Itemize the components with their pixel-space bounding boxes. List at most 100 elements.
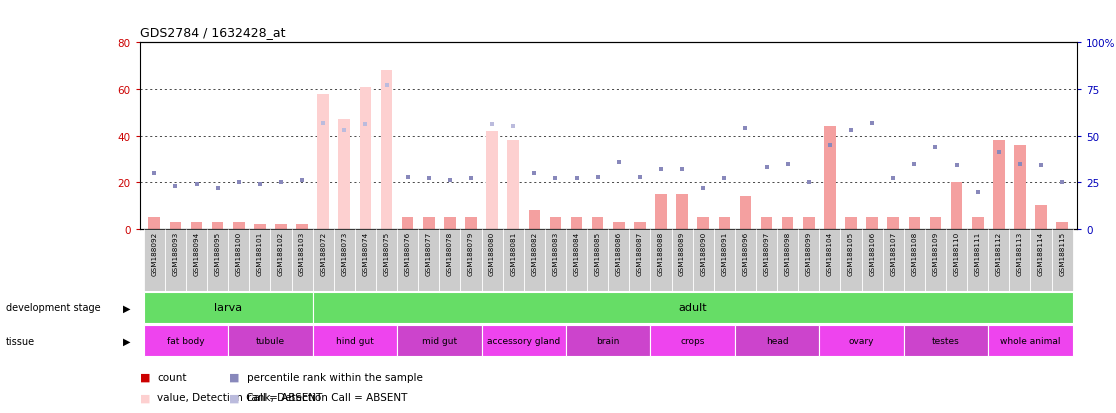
Point xyxy=(737,126,754,132)
Bar xyxy=(481,229,502,291)
Bar xyxy=(608,229,629,291)
Point xyxy=(251,181,269,188)
Bar xyxy=(359,88,372,229)
Bar xyxy=(714,229,735,291)
Text: tissue: tissue xyxy=(6,336,35,346)
Bar xyxy=(228,229,249,291)
Bar xyxy=(1036,206,1047,229)
Bar xyxy=(317,95,329,229)
Bar xyxy=(291,229,312,291)
Text: GSM188107: GSM188107 xyxy=(891,231,896,275)
Bar xyxy=(418,229,440,291)
Text: GSM188096: GSM188096 xyxy=(742,231,749,275)
Point xyxy=(715,176,733,182)
Bar xyxy=(423,218,434,229)
Bar xyxy=(845,218,857,229)
Point xyxy=(947,163,965,169)
Point xyxy=(209,185,227,192)
Bar xyxy=(651,325,735,356)
Text: GSM188074: GSM188074 xyxy=(363,231,368,275)
Bar xyxy=(819,229,840,291)
Text: adult: adult xyxy=(679,303,708,313)
Bar xyxy=(144,229,165,291)
Text: GSM188078: GSM188078 xyxy=(446,231,453,275)
Bar xyxy=(165,229,186,291)
Text: GSM188115: GSM188115 xyxy=(1059,231,1065,275)
Point xyxy=(420,176,437,182)
Text: GSM188085: GSM188085 xyxy=(595,231,600,275)
Text: tubule: tubule xyxy=(256,336,285,345)
Point xyxy=(926,144,944,151)
Bar xyxy=(782,218,793,229)
Point xyxy=(187,181,205,188)
Text: GSM188097: GSM188097 xyxy=(763,231,770,275)
Bar xyxy=(719,218,730,229)
Bar xyxy=(735,325,819,356)
Text: GSM188110: GSM188110 xyxy=(953,231,960,275)
Bar xyxy=(930,218,941,229)
Bar xyxy=(1009,229,1030,291)
Text: ▶: ▶ xyxy=(123,303,131,313)
Bar xyxy=(545,229,566,291)
Point xyxy=(905,161,923,168)
Bar xyxy=(819,325,904,356)
Text: GSM188082: GSM188082 xyxy=(531,231,537,275)
Text: GSM188114: GSM188114 xyxy=(1038,231,1045,275)
Bar xyxy=(270,229,291,291)
Point xyxy=(230,179,248,186)
Bar xyxy=(566,325,651,356)
Bar xyxy=(254,225,266,229)
Bar xyxy=(523,229,545,291)
Text: GSM188101: GSM188101 xyxy=(257,231,263,275)
Bar xyxy=(440,229,461,291)
Bar xyxy=(312,325,397,356)
Text: GSM188077: GSM188077 xyxy=(426,231,432,275)
Text: GSM188111: GSM188111 xyxy=(974,231,981,275)
Text: ■: ■ xyxy=(140,372,150,382)
Point xyxy=(843,127,860,134)
Bar xyxy=(676,195,687,229)
Point xyxy=(609,159,627,166)
Text: GDS2784 / 1632428_at: GDS2784 / 1632428_at xyxy=(140,26,285,39)
Bar xyxy=(908,218,921,229)
Bar xyxy=(529,211,540,229)
Text: fat body: fat body xyxy=(167,336,204,345)
Text: rank, Detection Call = ABSENT: rank, Detection Call = ABSENT xyxy=(247,392,407,402)
Point xyxy=(356,122,374,128)
Bar xyxy=(740,197,751,229)
Text: GSM188084: GSM188084 xyxy=(574,231,579,275)
Bar xyxy=(397,229,418,291)
Point xyxy=(758,164,776,171)
Text: GSM188091: GSM188091 xyxy=(721,231,728,275)
Bar xyxy=(1051,229,1072,291)
Bar xyxy=(276,225,287,229)
Point xyxy=(568,176,586,182)
Bar xyxy=(376,229,397,291)
Bar xyxy=(148,218,160,229)
Point xyxy=(589,174,607,180)
Point xyxy=(547,176,565,182)
Text: ovary: ovary xyxy=(849,336,874,345)
Bar xyxy=(465,218,477,229)
Bar xyxy=(761,218,772,229)
Text: GSM188079: GSM188079 xyxy=(468,231,474,275)
Point xyxy=(884,176,902,182)
Text: GSM188072: GSM188072 xyxy=(320,231,326,275)
Bar xyxy=(968,229,989,291)
Bar xyxy=(972,218,983,229)
Point xyxy=(315,120,333,126)
Bar xyxy=(989,229,1009,291)
Point xyxy=(694,185,712,192)
Point xyxy=(800,179,818,186)
Text: mid gut: mid gut xyxy=(422,336,456,345)
Text: GSM188100: GSM188100 xyxy=(235,231,242,275)
Point xyxy=(652,166,670,173)
Text: GSM188076: GSM188076 xyxy=(405,231,411,275)
Bar xyxy=(487,132,498,229)
Bar xyxy=(402,218,413,229)
Bar xyxy=(502,229,523,291)
Bar xyxy=(144,325,228,356)
Text: accessory gland: accessory gland xyxy=(488,336,560,345)
Bar xyxy=(334,229,355,291)
Text: GSM188080: GSM188080 xyxy=(489,231,496,275)
